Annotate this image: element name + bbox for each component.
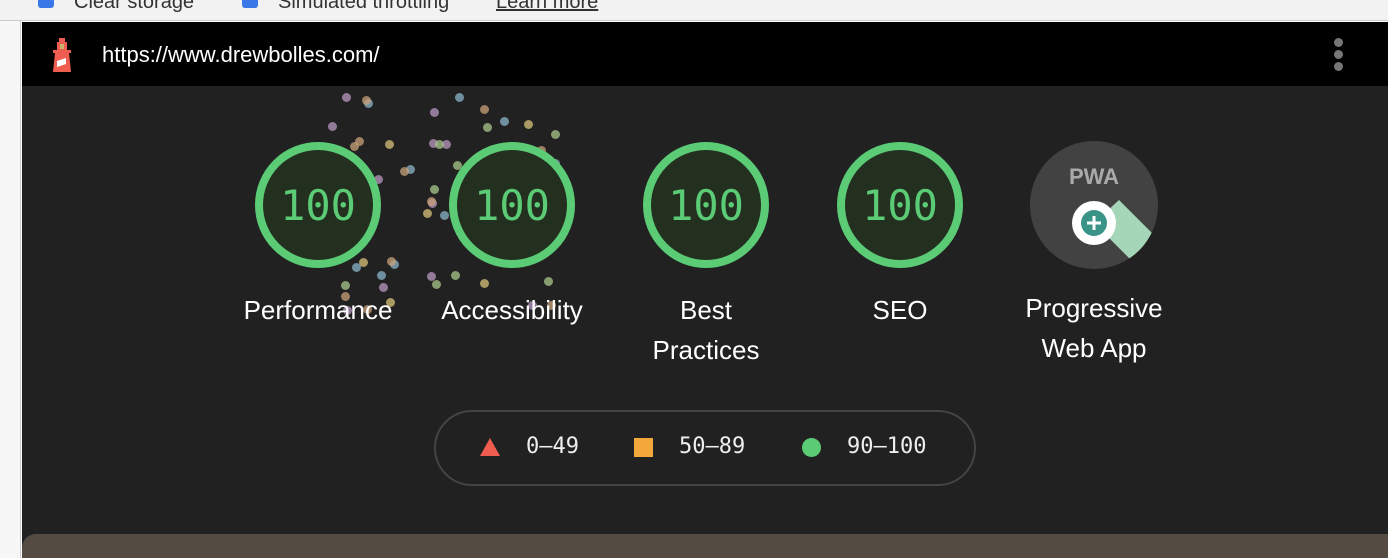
confetti-dot — [422, 209, 432, 219]
pwa-label: Progressive Web App — [1025, 293, 1163, 363]
confetti-dot — [341, 291, 351, 301]
confetti-dot — [428, 139, 438, 149]
confetti-dot — [427, 197, 437, 207]
lighthouse-report: https://www.drewbolles.com/ 100 Performa… — [22, 22, 1388, 558]
square-icon — [634, 438, 653, 457]
confetti-dot — [500, 117, 510, 126]
confetti-dot — [434, 139, 444, 149]
confetti-dot — [430, 184, 440, 194]
confetti-dot — [524, 120, 534, 130]
confetti-dot — [427, 272, 437, 282]
gauge-score: 100 — [474, 181, 550, 230]
category-seo[interactable]: 100 SEO — [803, 140, 997, 330]
confetti-dot — [431, 279, 441, 289]
score-gauge: 100 — [643, 142, 769, 268]
gauge-score: 100 — [862, 181, 938, 230]
gauge-label: Best Practices — [652, 295, 760, 365]
score-gauge: 100 — [837, 142, 963, 268]
confetti-dot — [406, 165, 416, 174]
confetti-dot — [385, 140, 395, 150]
confetti-dot — [386, 298, 395, 308]
confetti-dot — [343, 305, 353, 315]
confetti-dot — [439, 211, 449, 221]
confetti-dot — [341, 92, 351, 102]
confetti-dot — [349, 141, 359, 151]
report-url: https://www.drewbolles.com/ — [102, 42, 380, 67]
confetti-dot — [547, 301, 557, 311]
simulated-throttling-checkbox[interactable] — [242, 0, 258, 8]
gauge-score: 100 — [280, 181, 356, 230]
confetti-dot — [430, 107, 440, 117]
clear-storage-label: Clear storage — [74, 0, 195, 13]
confetti-dot — [354, 137, 364, 147]
confetti-dot — [528, 301, 537, 311]
confetti-dot — [379, 282, 389, 292]
category-best-practices[interactable]: 100 Best Practices — [609, 140, 803, 370]
legend-fail: 0–49 — [526, 434, 579, 459]
confetti-dot — [450, 270, 460, 280]
gauge-label: Accessibility — [441, 295, 583, 325]
gauge-label: Performance — [243, 295, 393, 325]
score-gauge: 100 — [449, 142, 575, 268]
confetti-dot — [453, 160, 463, 170]
category-accessibility[interactable]: 100 Accessibility — [415, 140, 609, 330]
pwa-badge-text: PWA — [1069, 164, 1119, 189]
legend-pass: 90–100 — [847, 434, 927, 459]
confetti-dot — [483, 122, 493, 132]
confetti-dot — [441, 139, 451, 149]
gauge-label: SEO — [872, 295, 928, 325]
report-header: https://www.drewbolles.com/ — [22, 22, 1388, 86]
simulated-throttling-label: Simulated throttling — [278, 0, 450, 13]
confetti-dot — [551, 129, 561, 139]
confetti-dot — [373, 174, 383, 184]
clear-storage-checkbox[interactable] — [38, 0, 54, 8]
confetti-dot — [479, 104, 489, 114]
score-legend: 0–49 50–89 90–100 — [434, 410, 976, 486]
confetti-dot — [362, 304, 372, 314]
learn-more-link[interactable]: Learn more — [496, 0, 599, 13]
confetti-dot — [377, 270, 387, 280]
details-panel — [22, 534, 1388, 558]
settings-strip: Clear storage Simulated throttling Learn… — [0, 0, 1388, 21]
confetti-dot — [480, 279, 490, 289]
left-edge — [0, 21, 21, 558]
circle-icon — [802, 438, 821, 457]
confetti-dot — [399, 166, 409, 176]
score-gauge: 100 — [255, 142, 381, 268]
category-performance[interactable]: 100 Performance — [221, 140, 415, 330]
more-vert-icon[interactable] — [1332, 38, 1344, 72]
category-pwa[interactable]: PWA Progressive Web App — [997, 140, 1191, 368]
confetti-dot — [455, 93, 465, 103]
confetti-dot — [340, 281, 350, 291]
confetti-dot — [327, 121, 337, 131]
gauge-score: 100 — [668, 181, 744, 230]
confetti-dot — [544, 277, 554, 287]
pwa-badge-icon: PWA — [1030, 141, 1158, 269]
confetti-dot — [386, 256, 396, 266]
confetti-dot — [362, 96, 372, 106]
confetti-dot — [352, 262, 362, 272]
confetti-dot — [358, 258, 368, 268]
lighthouse-icon — [53, 38, 71, 72]
triangle-icon — [480, 438, 500, 456]
legend-average: 50–89 — [679, 434, 746, 459]
